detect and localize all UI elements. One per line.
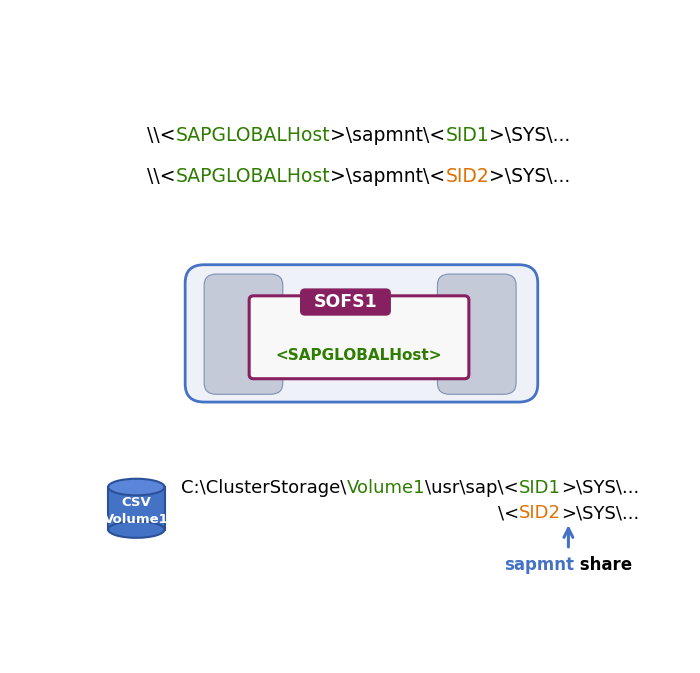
Text: \\<: \\<	[147, 167, 176, 186]
Ellipse shape	[108, 521, 164, 538]
Text: <SAPGLOBALHost>: <SAPGLOBALHost>	[276, 348, 442, 363]
Text: SOFS1: SOFS1	[314, 293, 377, 311]
Text: C:\ClusterStorage\: C:\ClusterStorage\	[181, 479, 346, 497]
Text: \\<: \\<	[147, 126, 176, 145]
Text: >\sapmnt\<: >\sapmnt\<	[330, 167, 445, 186]
Text: >\sapmnt\<: >\sapmnt\<	[330, 126, 445, 145]
Text: share: share	[574, 557, 633, 574]
Text: SID1: SID1	[445, 126, 489, 145]
Text: SID1: SID1	[519, 479, 561, 497]
Text: SAPGLOBALHost: SAPGLOBALHost	[176, 126, 330, 145]
Text: CSV: CSV	[122, 495, 151, 509]
FancyBboxPatch shape	[301, 289, 390, 315]
Bar	[108, 487, 164, 530]
Text: SID2: SID2	[519, 505, 561, 522]
Text: SID2: SID2	[445, 167, 489, 186]
Text: Volume1: Volume1	[346, 479, 426, 497]
Text: >\SYS\...: >\SYS\...	[489, 167, 570, 186]
Text: >\SYS\...: >\SYS\...	[489, 126, 570, 145]
Text: \<: \<	[498, 505, 519, 522]
Text: SAPGLOBALHost: SAPGLOBALHost	[176, 167, 330, 186]
Text: sapmnt: sapmnt	[504, 557, 574, 574]
FancyBboxPatch shape	[185, 264, 538, 402]
Text: >\SYS\...: >\SYS\...	[561, 505, 639, 522]
FancyBboxPatch shape	[204, 274, 283, 394]
FancyBboxPatch shape	[249, 296, 469, 379]
Ellipse shape	[108, 479, 164, 495]
Text: >\SYS\...: >\SYS\...	[561, 479, 639, 497]
FancyBboxPatch shape	[438, 274, 516, 394]
Text: \usr\sap\<: \usr\sap\<	[426, 479, 519, 497]
Text: Volume1: Volume1	[104, 513, 169, 526]
